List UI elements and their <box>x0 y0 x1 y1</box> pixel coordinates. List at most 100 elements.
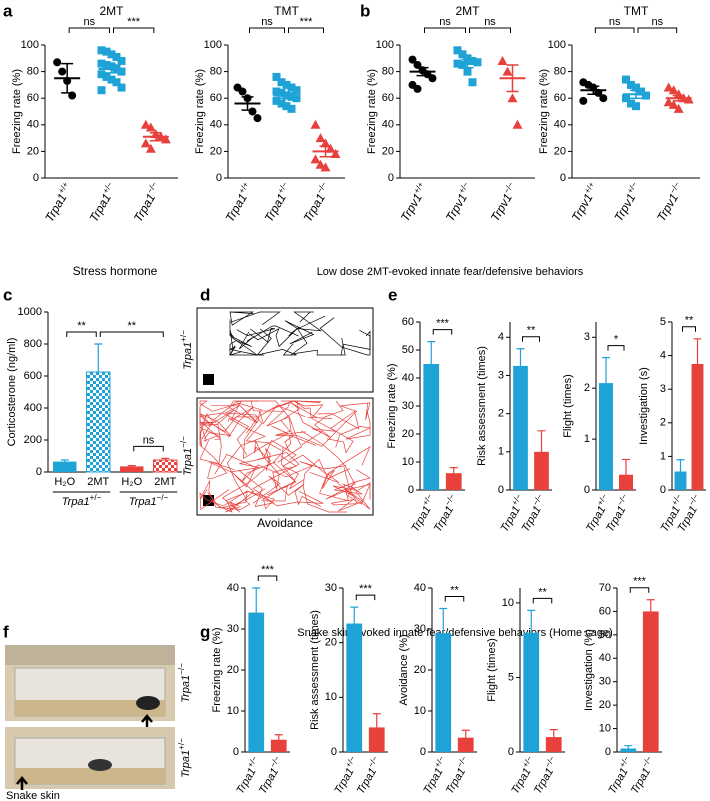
point <box>117 83 126 92</box>
panel-label: b <box>360 1 370 20</box>
error-bar <box>60 459 69 462</box>
trajectory <box>301 430 356 500</box>
y-axis-label: Risk assessment (times) <box>476 346 488 466</box>
significance-label: ** <box>450 584 459 596</box>
trajectory <box>199 405 217 442</box>
point <box>627 80 635 89</box>
trajectory <box>340 330 371 356</box>
significance-bracket <box>288 27 324 33</box>
sem-bar <box>587 85 600 95</box>
y-tick-label: 3 <box>498 369 504 381</box>
trajectory <box>228 328 272 356</box>
significance-label: ** <box>77 320 86 332</box>
chart-title: 2MT <box>100 4 125 18</box>
bar <box>642 611 659 752</box>
bar <box>153 459 178 473</box>
point <box>117 56 126 65</box>
significance-bracket <box>594 27 635 33</box>
point <box>463 54 472 63</box>
x-tick-label: Trpa1+/+ <box>221 180 256 224</box>
trajectory <box>230 311 281 325</box>
bar <box>619 474 633 490</box>
trajectory <box>309 470 349 502</box>
point <box>408 55 417 64</box>
y-tick-label: 0 <box>36 466 42 478</box>
panel-label: e <box>388 285 397 304</box>
section-title: Snake skin-evoked innate fear/defensive … <box>297 627 613 639</box>
point <box>287 92 296 101</box>
arrow <box>16 776 28 790</box>
point <box>468 78 477 87</box>
significance-bracket <box>444 596 465 602</box>
point <box>315 133 326 143</box>
chart-title: TMT <box>274 4 299 18</box>
bar <box>457 737 474 752</box>
trajectory <box>210 405 289 444</box>
y-tick-label: 100 <box>204 39 222 51</box>
y-axis-label: Freezing rate (%) <box>11 69 23 154</box>
sem-bar <box>630 89 642 99</box>
y-tick-label: 20 <box>554 145 566 157</box>
significance-label: * <box>614 334 619 346</box>
error-bar <box>161 457 170 460</box>
trajectory <box>229 329 297 356</box>
sem-bar <box>506 64 519 93</box>
point <box>668 99 679 109</box>
bar <box>435 633 452 752</box>
trajectory <box>229 332 265 356</box>
point <box>663 97 674 107</box>
y-axis-label: Freezing rate (%) <box>211 628 223 713</box>
bar <box>620 748 637 752</box>
trajectories <box>199 311 372 513</box>
trajectory <box>226 417 266 510</box>
y-tick-label: 100 <box>21 39 39 51</box>
y-tick-label: 0 <box>33 172 39 184</box>
point <box>320 138 331 148</box>
x-tick-label: Trpa1−/− <box>299 180 334 224</box>
significance-label: *** <box>436 318 450 330</box>
y-axis-label: Investigation (s) <box>638 367 650 445</box>
point <box>253 114 262 123</box>
point <box>622 94 630 103</box>
point <box>117 67 126 76</box>
y-tick-label: 40 <box>554 119 566 131</box>
y-tick-label: 50 <box>599 629 611 641</box>
y-tick-label: 20 <box>210 145 222 157</box>
bar <box>248 612 265 752</box>
significance-label: ** <box>127 320 136 332</box>
y-tick-label: 400 <box>24 402 42 414</box>
significance-bracket <box>432 329 453 335</box>
sem-bar <box>416 66 429 77</box>
point <box>53 58 62 67</box>
bar <box>534 451 549 490</box>
y-tick-label: 60 <box>210 92 222 104</box>
point <box>160 134 171 144</box>
trajectory <box>241 461 347 482</box>
point <box>458 50 467 59</box>
point <box>97 59 106 68</box>
bedding <box>15 700 165 716</box>
trajectory <box>330 467 364 512</box>
error-bar <box>549 729 558 738</box>
trajectory <box>335 409 372 448</box>
x-tick-label: 2MT <box>154 476 176 488</box>
y-tick-label: 60 <box>599 605 611 617</box>
point <box>97 86 106 95</box>
chart-title: TMT <box>624 4 649 18</box>
x-tick-label: Trpa1−/− <box>441 754 474 796</box>
y-tick-label: 80 <box>382 66 394 78</box>
bar <box>545 737 562 752</box>
trajectory <box>282 445 371 490</box>
point <box>248 107 257 116</box>
sem-bar <box>672 94 685 102</box>
y-tick-label: 4 <box>660 350 666 362</box>
y-tick-label: 20 <box>27 145 39 157</box>
x-tick-label: H₂O <box>54 476 75 488</box>
bar <box>691 364 704 490</box>
y-tick-label: 1 <box>498 446 504 458</box>
point <box>310 154 321 164</box>
point <box>320 162 331 172</box>
point <box>272 87 281 96</box>
x-tick-label: Trpa1−/− <box>352 754 385 796</box>
y-tick-label: 10 <box>414 705 426 717</box>
